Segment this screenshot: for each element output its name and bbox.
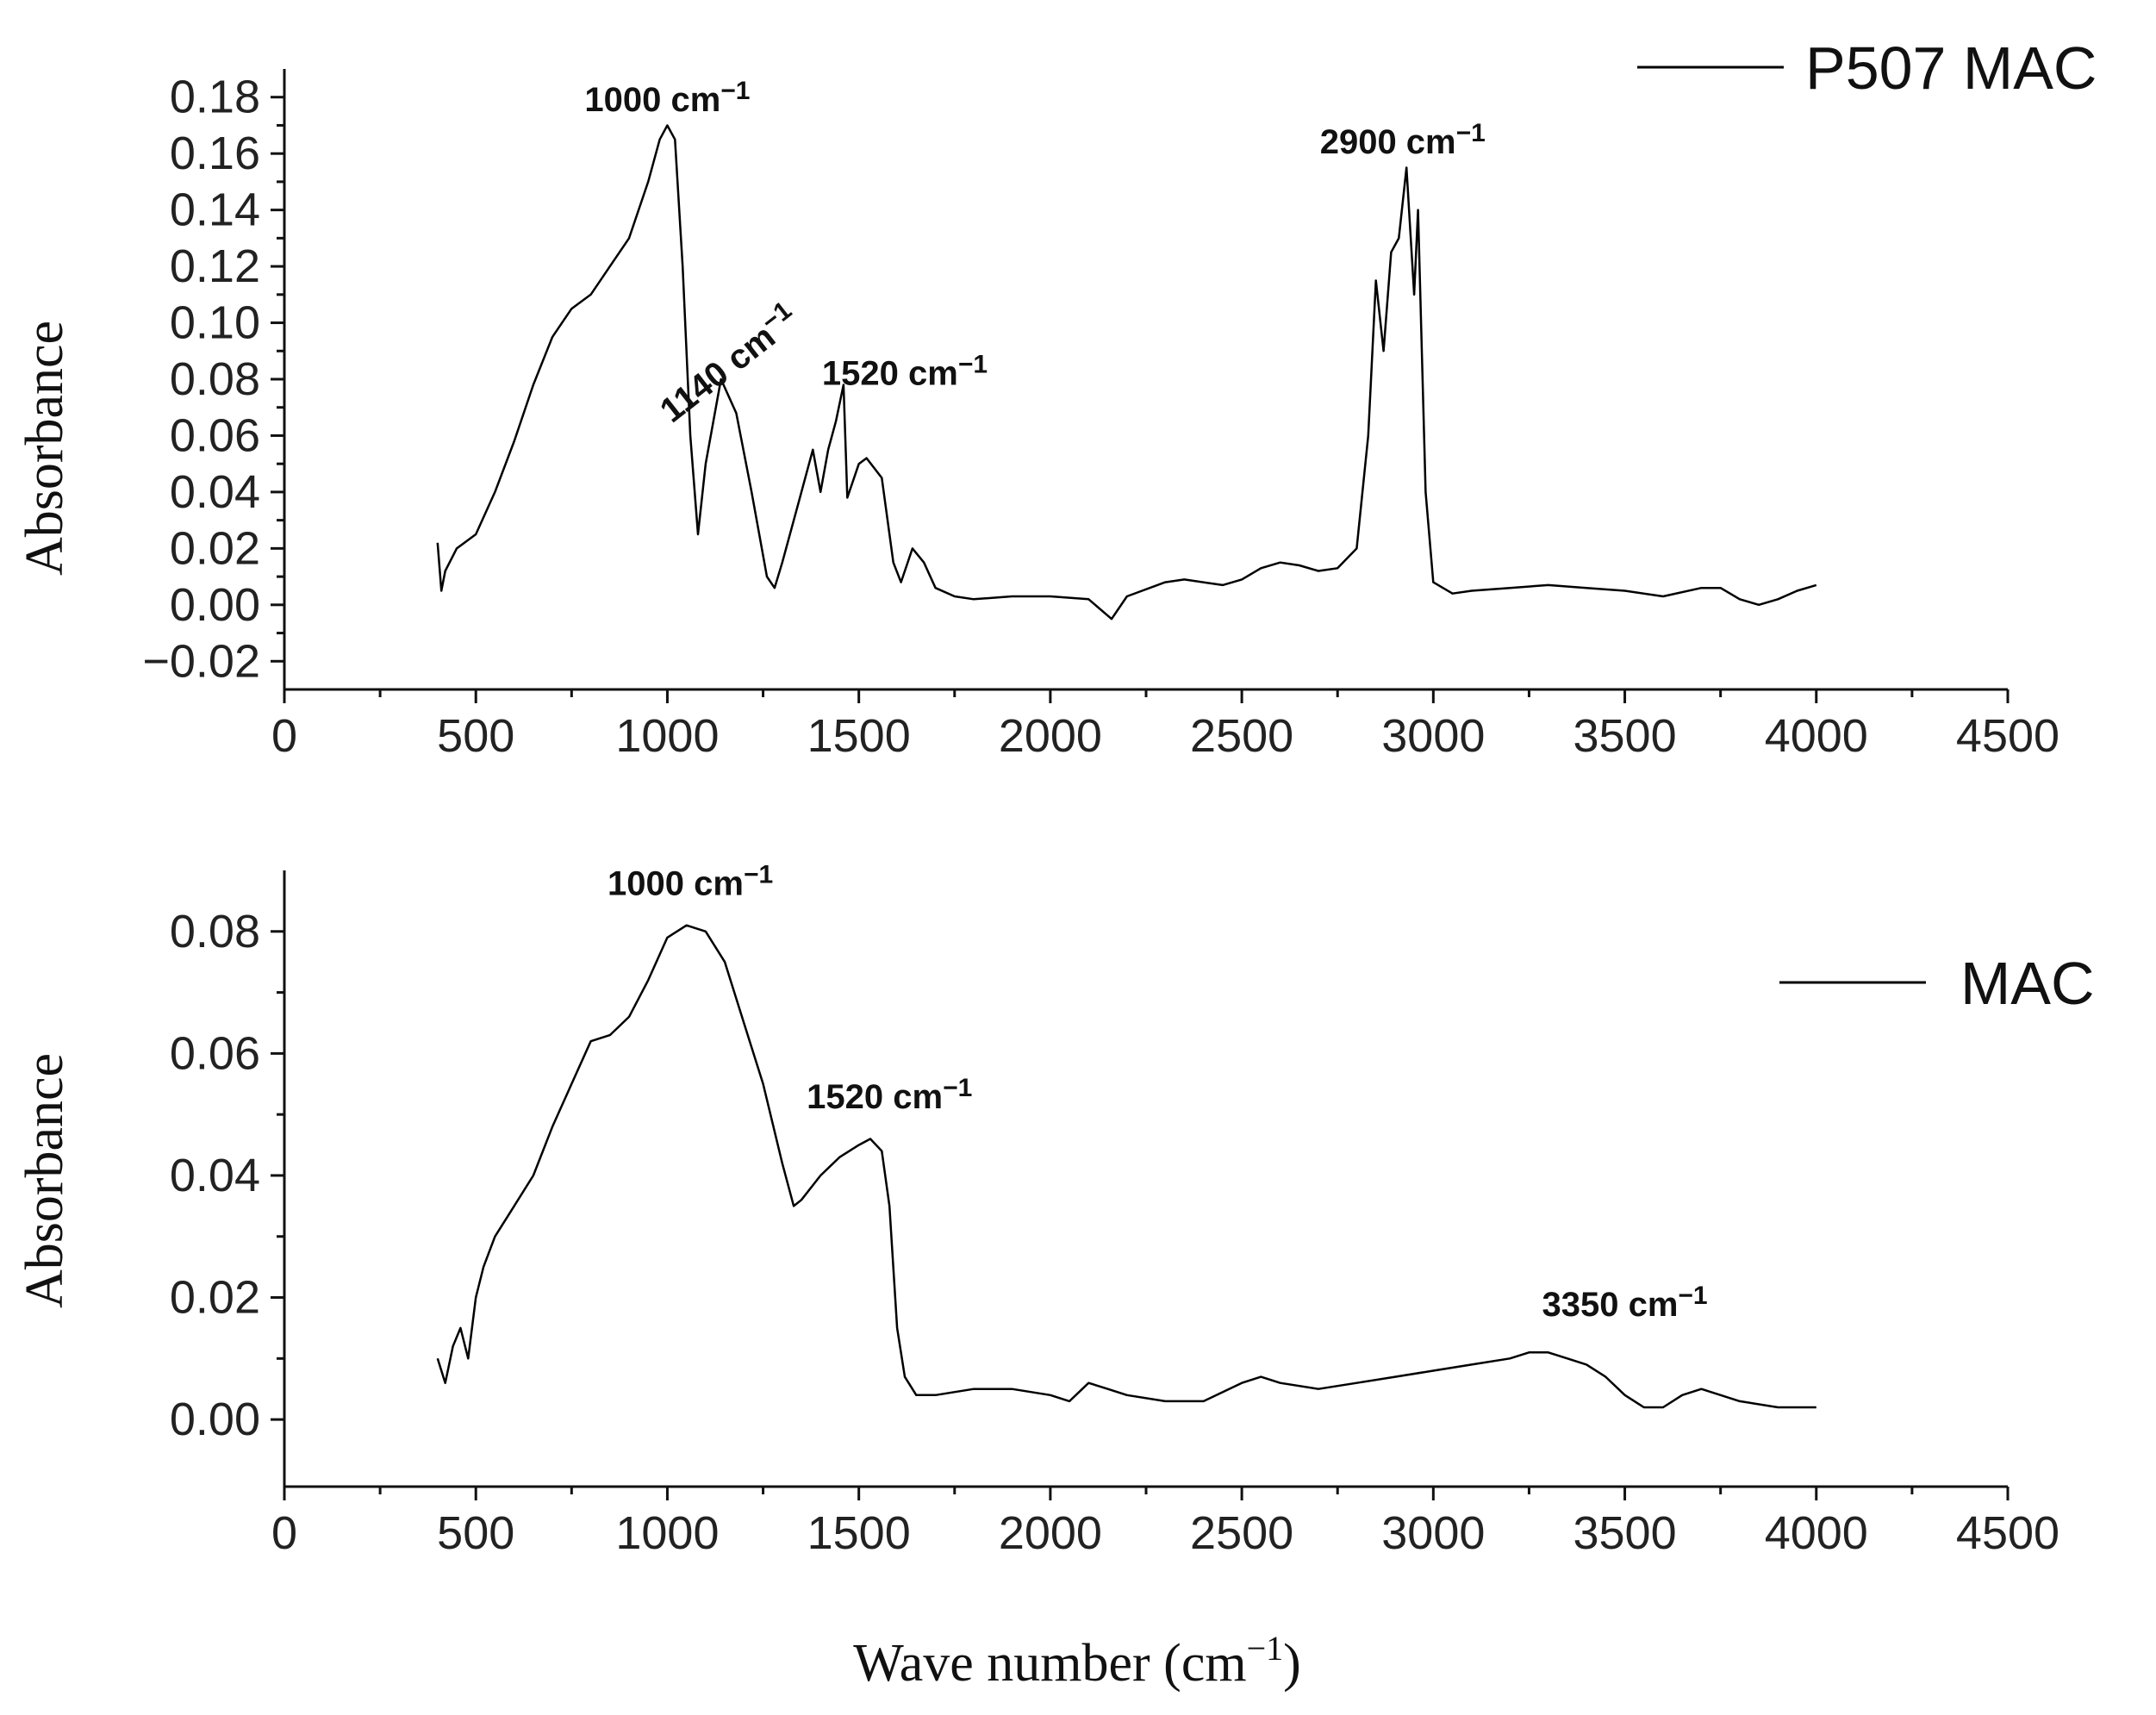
series-line-p507-mac	[436, 124, 1817, 621]
peak-annotation: 1520 cm−1	[822, 351, 988, 393]
peak-annotation: 2900 cm−1	[1320, 119, 1486, 161]
y-tick-label: 0.12	[170, 240, 260, 292]
x-tick-label: 2500	[1190, 710, 1293, 762]
panel-top: 0 500 1000 1500 2000 2500 3000 3500 4000 4500 −0.0…	[16, 34, 2097, 762]
legend-label: MAC	[1960, 950, 2095, 1017]
panel-bottom: 0 500 1000 1500 2000 2500 3000 3500 4000 4500 0.00…	[16, 860, 2095, 1559]
x-tick-label: 0	[271, 710, 297, 762]
y-axis-title: Absorbance	[16, 321, 74, 576]
y-tick-label: 0.02	[170, 1272, 260, 1324]
x-tick-label: 3000	[1381, 1507, 1485, 1559]
x-tick-label: 4000	[1765, 1507, 1868, 1559]
x-tick-label: 4000	[1765, 710, 1868, 762]
legend-label: P507 MAC	[1805, 34, 2097, 102]
x-axis-title: Wave number (cm−1)	[853, 1629, 1301, 1693]
x-tick-label: 2500	[1190, 1507, 1293, 1559]
x-tick-label: 1000	[615, 1507, 719, 1559]
x-tick-label: 0	[271, 1507, 297, 1559]
peak-annotation: 1000 cm−1	[584, 77, 750, 119]
y-tick-label: 0.06	[170, 1027, 260, 1079]
y-tick-label: 0.02	[170, 522, 260, 574]
peak-annotation: 1140 cm−1	[651, 296, 806, 430]
y-tick-label: 0.06	[170, 409, 260, 461]
x-tick-label: 1000	[615, 710, 719, 762]
y-tick-label: 0.14	[170, 184, 260, 236]
y-tick-label: 0.10	[170, 297, 260, 349]
y-tick-label: 0.00	[170, 579, 260, 631]
x-tick-label: 3000	[1381, 710, 1485, 762]
peak-annotation: 1000 cm−1	[608, 860, 773, 902]
y-tick-label: 0.08	[170, 353, 260, 405]
peak-annotation: 3350 cm−1	[1542, 1282, 1707, 1324]
x-tick-label: 1500	[807, 710, 911, 762]
x-tick-label: 4500	[1956, 710, 2059, 762]
x-tick-label: 3500	[1573, 710, 1676, 762]
x-tick-label: 2000	[999, 710, 1102, 762]
y-tick-label: 0.04	[170, 466, 260, 518]
y-tick-label: 0.16	[170, 128, 260, 179]
y-tick-label: 0.00	[170, 1394, 260, 1445]
series-line-mac	[436, 924, 1816, 1409]
x-tick-label: 500	[437, 1507, 514, 1559]
y-axis-title: Absorbance	[16, 1053, 74, 1308]
y-tick-label: 0.18	[170, 72, 260, 123]
peak-annotation: 1520 cm−1	[807, 1074, 972, 1116]
y-tick-label: −0.02	[142, 635, 260, 687]
x-tick-label: 500	[437, 710, 514, 762]
x-tick-label: 4500	[1956, 1507, 2059, 1559]
x-tick-label: 1500	[807, 1507, 911, 1559]
x-tick-label: 2000	[999, 1507, 1102, 1559]
y-tick-label: 0.08	[170, 906, 260, 957]
x-tick-label: 3500	[1573, 1507, 1676, 1559]
y-tick-label: 0.04	[170, 1150, 260, 1201]
